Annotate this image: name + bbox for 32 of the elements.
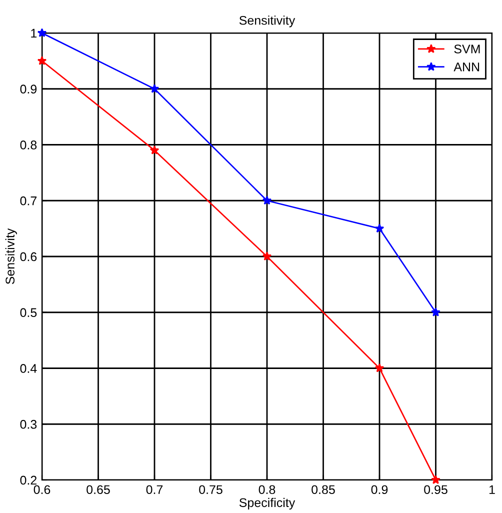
- x-tick-label: 0.9: [371, 485, 388, 494]
- y-tick-label: 1: [31, 28, 37, 38]
- x-tick-label: 0.8: [258, 485, 276, 494]
- y-tick-label: 0.3: [20, 420, 37, 429]
- y-tick-label: 0.9: [20, 84, 37, 94]
- point: [374, 224, 384, 233]
- x-tick-label: 0.95: [424, 485, 448, 494]
- x-tick-label: 1: [489, 485, 495, 494]
- x-tick-label: 0.85: [312, 485, 335, 494]
- point: [150, 84, 160, 93]
- point: [262, 252, 272, 261]
- point: [150, 145, 160, 154]
- x-tick-label: 0.75: [199, 485, 222, 494]
- y-tick-label: 0.5: [20, 308, 37, 318]
- x-axis-title: Specificity: [239, 498, 296, 510]
- y-tick-label: 0.8: [20, 140, 37, 150]
- point: [262, 196, 272, 205]
- legend-label: ANN: [454, 62, 480, 72]
- y-axis-title: Sensitivity: [5, 228, 17, 284]
- point: [431, 308, 440, 316]
- point: [37, 28, 47, 38]
- legend-label: SVM: [454, 44, 480, 54]
- chart-title: Sensitivity: [239, 16, 296, 28]
- point: [37, 56, 47, 66]
- y-tick-label: 0.4: [20, 364, 37, 373]
- x-tick-label: 0.6: [34, 485, 50, 494]
- y-tick-label: 0.7: [20, 196, 37, 206]
- x-tick-label: 0.65: [86, 485, 110, 494]
- y-tick-label: 0.6: [20, 252, 37, 262]
- x-tick-label: 0.7: [146, 485, 163, 494]
- y-tick-label: 0.2: [20, 476, 37, 485]
- point: [374, 363, 384, 372]
